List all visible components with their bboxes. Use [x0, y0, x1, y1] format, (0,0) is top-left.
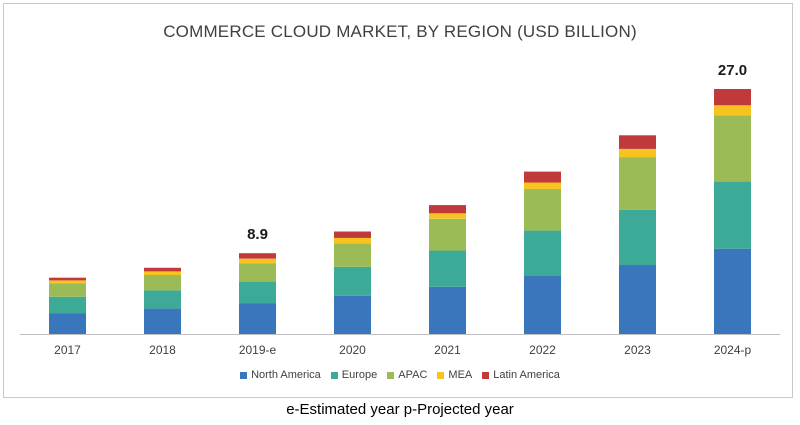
bar-segment-2024-p-north-america	[714, 248, 751, 334]
bar-segment-2023-latin-america	[619, 135, 656, 149]
bar-segment-2017-apac	[49, 283, 86, 297]
legend-label: MEA	[448, 369, 473, 381]
bar-segment-2021-latin-america	[429, 205, 466, 214]
legend-item-north-america: North America	[240, 369, 321, 381]
bar-segment-2017-latin-america	[49, 277, 86, 281]
bar-segment-2020-europe	[334, 266, 371, 296]
legend-swatch	[240, 371, 248, 379]
bar-segment-2024-p-latin-america	[714, 89, 751, 106]
bar-segment-2018-north-america	[144, 308, 181, 334]
bar-segment-2024-p-europe	[714, 181, 751, 249]
bar-segment-2022-europe	[524, 230, 561, 276]
chart-legend: North America Europe APAC MEA Latin America	[0, 369, 800, 381]
x-tick-label-2024-p: 2024-p	[714, 343, 752, 357]
legend-label: North America	[251, 369, 321, 381]
bar-segment-2020-north-america	[334, 295, 371, 334]
bar-segment-2018-europe	[144, 290, 181, 309]
chart-frame	[3, 3, 793, 398]
bar-segment-2021-europe	[429, 250, 466, 287]
legend-swatch	[437, 371, 445, 379]
legend-swatch	[482, 371, 490, 379]
bar-segment-2021-north-america	[429, 286, 466, 334]
bar-segment-2022-latin-america	[524, 171, 561, 183]
x-tick-label-2022: 2022	[529, 343, 556, 357]
x-tick-label-2018: 2018	[149, 343, 176, 357]
legend-swatch	[387, 371, 395, 379]
bar-segment-2023-europe	[619, 209, 656, 266]
x-tick-label-2021: 2021	[434, 343, 461, 357]
x-tick-label-2020: 2020	[339, 343, 366, 357]
bar-segment-2024-p-mea	[714, 105, 751, 116]
bar-segment-2018-mea	[144, 271, 181, 275]
data-label-2024-p: 27.0	[718, 62, 747, 79]
bar-segment-2021-apac	[429, 218, 466, 251]
bar-segment-2019-e-north-america	[239, 303, 276, 334]
legend-swatch	[330, 371, 338, 379]
bar-segment-2017-mea	[49, 280, 86, 284]
legend-item-apac: APAC	[387, 369, 427, 381]
bar-segment-2020-latin-america	[334, 231, 371, 238]
legend-label: Europe	[341, 369, 378, 381]
bar-segment-2019-e-latin-america	[239, 253, 276, 259]
x-tick-label-2023: 2023	[624, 343, 651, 357]
bar-segment-2021-mea	[429, 213, 466, 219]
bar-segment-2019-e-apac	[239, 263, 276, 282]
bar-segment-2018-latin-america	[144, 267, 181, 272]
x-tick-label-2019-e: 2019-e	[239, 343, 277, 357]
bar-segment-2017-north-america	[49, 313, 86, 334]
bar-segment-2022-mea	[524, 182, 561, 189]
bar-segment-2019-e-mea	[239, 258, 276, 264]
footnote: e-Estimated year p-Projected year	[286, 401, 514, 418]
chart-title: COMMERCE CLOUD MARKET, BY REGION (USD BI…	[163, 22, 637, 41]
bar-segment-2023-mea	[619, 148, 656, 158]
bar-segment-2022-apac	[524, 188, 561, 231]
bar-segment-2024-p-apac	[714, 115, 751, 182]
bar-segment-2020-apac	[334, 243, 371, 267]
x-tick-label-2017: 2017	[54, 343, 81, 357]
bar-segment-2023-north-america	[619, 265, 656, 334]
data-label-2019-e: 8.9	[247, 226, 268, 243]
bar-segment-2023-apac	[619, 157, 656, 210]
bar-segment-2018-apac	[144, 275, 181, 291]
bar-segment-2022-north-america	[524, 275, 561, 334]
bar-segment-2019-e-europe	[239, 281, 276, 304]
bar-segment-2020-mea	[334, 237, 371, 244]
legend-item-latin-america: Latin America	[482, 369, 560, 381]
legend-item-mea: MEA	[437, 369, 472, 381]
legend-item-europe: Europe	[330, 369, 378, 381]
bar-segment-2017-europe	[49, 296, 86, 314]
legend-label: Latin America	[493, 369, 560, 381]
legend-label: APAC	[398, 369, 428, 381]
